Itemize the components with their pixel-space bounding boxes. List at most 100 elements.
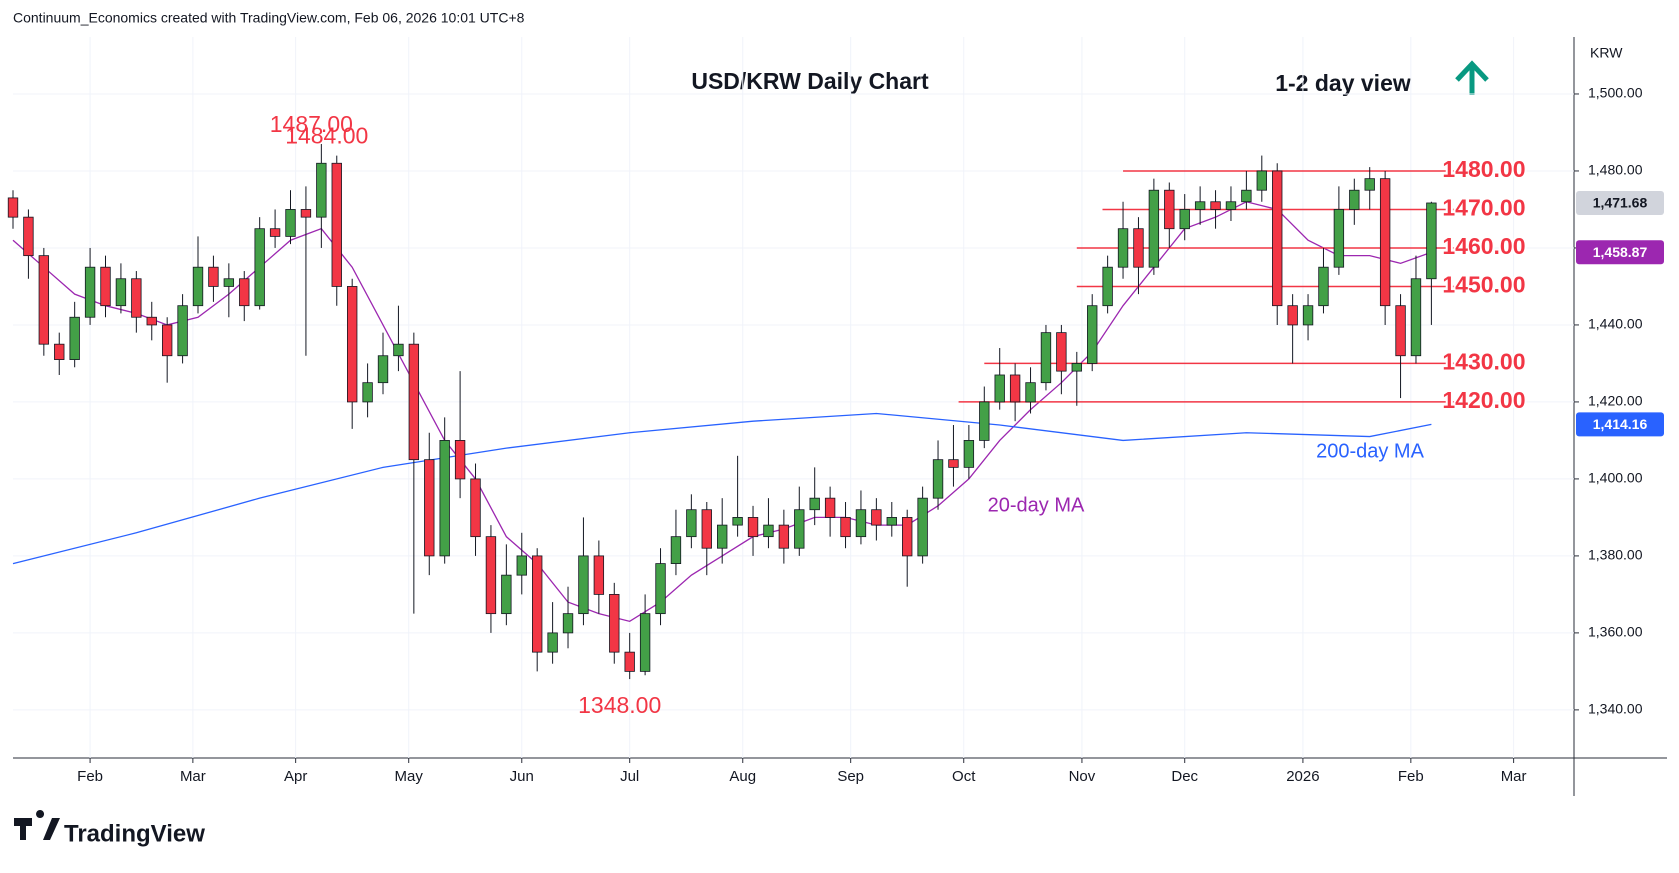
candle-body (408, 343, 420, 461)
candle-body (886, 517, 897, 526)
x-tick-label: Jun (510, 768, 534, 785)
footer-brand: TradingView (64, 820, 205, 847)
x-tick-label: Apr (284, 768, 307, 785)
candle-body (1318, 266, 1329, 307)
candle-body (393, 343, 404, 357)
candle-body (1056, 332, 1067, 372)
candle-body (1333, 209, 1345, 268)
candle-body (1241, 189, 1252, 203)
x-tick-label: Oct (952, 768, 976, 785)
candle-body (624, 651, 635, 672)
candle-body (1287, 305, 1298, 326)
candle-body (254, 228, 265, 307)
candle-body (593, 555, 605, 595)
price-tag (1576, 412, 1664, 437)
y-tick-label: 1,480.00 (1588, 162, 1643, 178)
header: Continuum_Economics created with Trading… (13, 10, 525, 26)
candle-body (747, 517, 759, 538)
candle-body (347, 286, 358, 403)
candle-body (948, 459, 959, 468)
candle-body (439, 440, 450, 557)
price-annotation: 1348.00 (578, 692, 661, 718)
candle-body (686, 509, 697, 538)
level-label: 1420.00 (1442, 387, 1525, 413)
candle-body (824, 497, 836, 518)
candle-body (1164, 189, 1175, 230)
candle-body (639, 613, 651, 672)
price-tag (1576, 240, 1664, 265)
candle-body (470, 478, 481, 538)
candle-body (732, 517, 743, 526)
candle-body (84, 266, 96, 318)
candle-body (146, 316, 157, 326)
candle-body (578, 555, 589, 615)
candle-body (1426, 202, 1437, 280)
tradingview-logo (14, 810, 60, 840)
candle-body (23, 216, 34, 257)
candles (7, 144, 1437, 680)
candle-body (840, 517, 851, 538)
candle-body (701, 509, 712, 549)
candle-body (1087, 305, 1098, 364)
candle-body (1040, 332, 1052, 384)
chart-title: USD/KRW Daily Chart (691, 68, 929, 94)
x-tick-label: Jul (620, 768, 639, 785)
candle-body (239, 278, 250, 307)
candle-body (1225, 201, 1237, 210)
candle-body (177, 305, 188, 357)
candle-body (1379, 178, 1391, 307)
candle-body (670, 536, 682, 565)
y-tick-label: 1,420.00 (1588, 393, 1643, 409)
candle-body (208, 266, 219, 287)
candle-body (532, 555, 543, 653)
candle-body (1395, 305, 1406, 357)
candle-body (871, 509, 882, 526)
candle-body (655, 563, 666, 615)
currency-label: KRW (1590, 45, 1623, 61)
x-tick-label: Mar (180, 768, 206, 785)
level-label: 1480.00 (1442, 156, 1525, 182)
candle-body (717, 524, 728, 549)
candle-body (454, 440, 466, 480)
candle-body (100, 266, 111, 307)
candle-body (1025, 382, 1036, 403)
candle-body (979, 401, 990, 441)
x-tick-label: Sep (837, 768, 864, 785)
candle-body (1364, 178, 1375, 191)
price-annotation: 1487.00 (270, 111, 353, 137)
candle-body (54, 343, 65, 360)
candle-body (223, 278, 235, 287)
x-tick-label: Aug (729, 768, 756, 785)
candle-body (362, 382, 373, 403)
y-tick-label: 1,500.00 (1588, 85, 1643, 101)
candle-body (763, 524, 774, 538)
level-label: 1460.00 (1442, 233, 1525, 259)
candle-body (115, 278, 127, 307)
candle-body (917, 497, 928, 557)
candle-body (562, 613, 574, 634)
x-tick-label: Feb (77, 768, 103, 785)
level-label: 1430.00 (1442, 349, 1525, 375)
x-tick-label: Feb (1398, 768, 1424, 785)
level-label: 1470.00 (1442, 195, 1525, 221)
candle-body (1071, 363, 1082, 372)
candle-body (1148, 189, 1160, 268)
y-tick-label: 1,440.00 (1588, 316, 1643, 332)
ma-label: 200-day MA (1316, 440, 1424, 462)
candle-body (316, 162, 327, 218)
candle-body (300, 209, 312, 218)
y-tick-label: 1,380.00 (1588, 547, 1643, 563)
candle-body (1117, 228, 1129, 268)
candle-body (331, 162, 342, 287)
candle-body (932, 459, 944, 499)
candle-body (609, 593, 620, 653)
candle-body (1410, 278, 1422, 357)
candle-body (7, 197, 19, 218)
candle-body (69, 316, 80, 360)
candle-body (424, 459, 435, 557)
price-tag (1576, 190, 1664, 215)
up-arrow (1455, 60, 1489, 95)
x-tick-label: Dec (1171, 768, 1198, 785)
